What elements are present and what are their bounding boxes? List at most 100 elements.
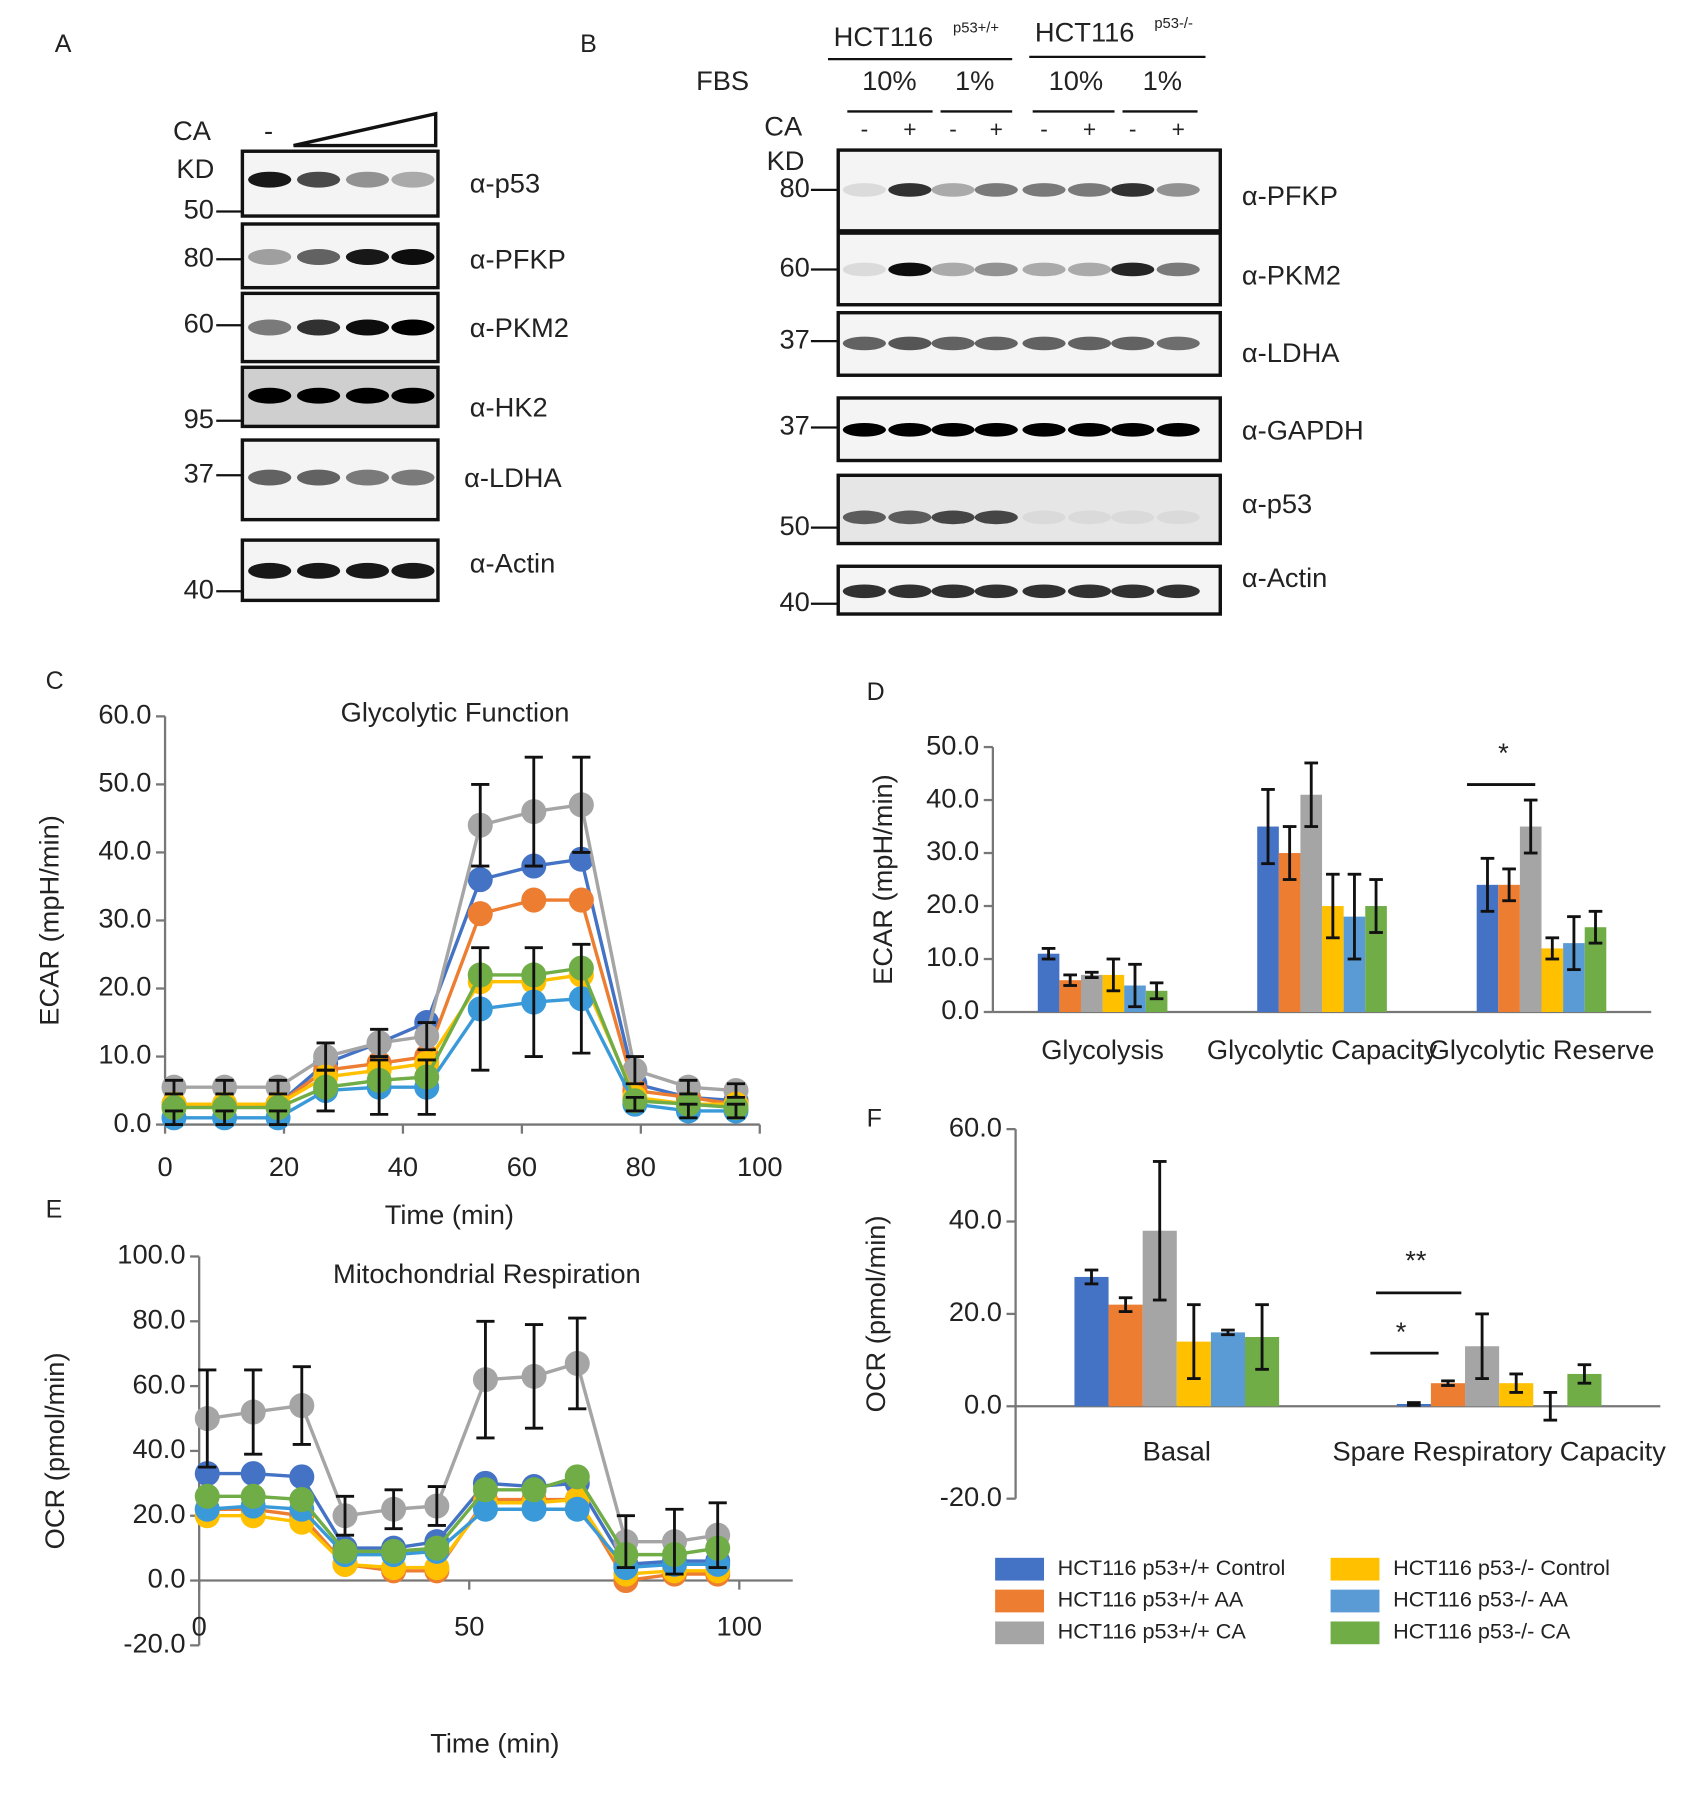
band	[842, 584, 886, 599]
error-bar	[1567, 915, 1581, 972]
band	[345, 249, 390, 265]
lane-label: -	[1040, 116, 1048, 142]
cell-line: HCT116	[1035, 16, 1135, 47]
error-bar	[1407, 1401, 1421, 1407]
data-point	[289, 1464, 315, 1490]
band	[345, 319, 390, 336]
antibody: α-p53	[470, 168, 540, 199]
marker: 40	[184, 573, 214, 604]
marker: 40	[779, 586, 809, 617]
band	[296, 469, 341, 486]
legend-label: HCT116 p53-/- CA	[1393, 1619, 1571, 1644]
band	[1067, 183, 1112, 197]
series-line	[173, 973, 736, 1106]
error-bar	[1545, 936, 1560, 961]
x-tick-label: 50	[454, 1611, 484, 1642]
data-point	[467, 867, 493, 893]
band	[842, 510, 886, 525]
fbs-level: 10%	[862, 65, 917, 96]
error-bar	[1128, 962, 1142, 1009]
band	[1111, 336, 1155, 351]
band	[345, 562, 390, 579]
data-point	[472, 1496, 498, 1522]
data-point	[564, 1464, 590, 1490]
data-point	[212, 1095, 238, 1121]
legend-label: HCT116 p53+/+ CA	[1058, 1619, 1247, 1644]
band	[888, 584, 932, 599]
x-tick-label: 100	[737, 1151, 783, 1182]
band	[842, 262, 886, 277]
error-bar	[1475, 1312, 1489, 1380]
band	[974, 336, 1018, 351]
band	[1156, 262, 1200, 277]
bar	[1145, 990, 1168, 1013]
bar	[1541, 948, 1564, 1013]
y-tick-label: 10.0	[926, 941, 979, 972]
error-bar	[1588, 909, 1603, 945]
y-tick-label: 40.0	[926, 782, 979, 813]
band	[1022, 336, 1066, 351]
data-point	[194, 1483, 220, 1509]
cell-line: HCT116	[834, 21, 934, 52]
data-point	[289, 1487, 315, 1513]
band	[1022, 422, 1066, 437]
error-bar	[292, 1365, 311, 1446]
error-bar	[1084, 1268, 1099, 1286]
data-point	[240, 1483, 266, 1509]
error-bar	[471, 782, 490, 868]
bar	[1499, 1383, 1534, 1407]
chart-title: Glycolytic Function	[341, 696, 570, 727]
band	[1111, 183, 1155, 197]
error-bar	[316, 1068, 335, 1113]
bar	[1563, 943, 1585, 1013]
data-point	[265, 1095, 291, 1121]
error-bar	[164, 1109, 184, 1126]
bar	[1430, 1383, 1466, 1407]
band	[1111, 584, 1155, 599]
band	[248, 319, 292, 336]
lane-label: +	[1083, 116, 1096, 142]
band	[1067, 336, 1112, 351]
marker: 60	[184, 307, 214, 338]
data-point	[472, 1477, 498, 1503]
marker: 95	[184, 403, 214, 434]
y-tick-label: 0.0	[964, 1388, 1002, 1419]
band	[1067, 422, 1112, 437]
error-bar	[572, 942, 591, 1055]
error-bar	[1326, 872, 1340, 940]
band	[248, 171, 292, 188]
x-axis-label: Time (min)	[385, 1199, 514, 1230]
bar	[1102, 974, 1125, 1013]
bar	[1300, 794, 1323, 1013]
band	[248, 249, 292, 265]
error-bar	[726, 1082, 746, 1099]
bar	[1476, 884, 1499, 1013]
x-tick-label: 80	[626, 1151, 656, 1182]
y-axis-label: OCR (pmol/min)	[39, 1352, 70, 1549]
y-tick-label: 60.0	[949, 1111, 1002, 1142]
error-bar	[427, 1485, 446, 1527]
y-tick-label: 40.0	[949, 1204, 1002, 1235]
data-point	[564, 1496, 590, 1522]
data-point	[521, 887, 547, 913]
panel-label: D	[867, 678, 885, 706]
error-bar	[1261, 788, 1275, 866]
error-bar	[1187, 1303, 1201, 1380]
legend-swatch	[1330, 1557, 1380, 1581]
data-point	[424, 1535, 450, 1561]
error-bar	[1084, 970, 1099, 979]
antibody: α-Actin	[470, 547, 555, 578]
error-bar	[384, 1488, 403, 1531]
fbs-level: 1%	[1143, 65, 1182, 96]
error-bar	[1041, 946, 1056, 961]
antibody: α-Actin	[1242, 562, 1327, 593]
antibody: α-PKM2	[1242, 260, 1341, 291]
y-tick-label: 50.0	[98, 767, 151, 798]
band	[296, 171, 341, 188]
x-tick-label: 20	[269, 1151, 299, 1182]
error-bar	[665, 1507, 684, 1576]
band	[248, 562, 292, 579]
error-bar	[616, 1514, 635, 1570]
band	[1022, 183, 1066, 197]
band	[345, 387, 390, 404]
